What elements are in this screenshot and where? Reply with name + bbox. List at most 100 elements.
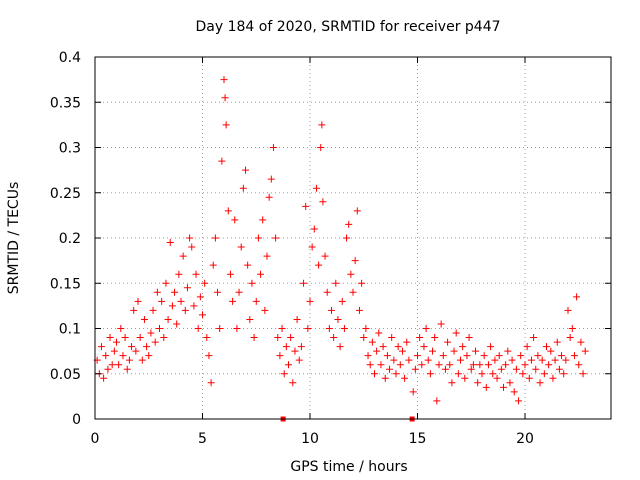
data-point — [373, 347, 381, 355]
data-point — [226, 270, 234, 278]
data-point — [138, 356, 146, 364]
data-point — [259, 216, 267, 224]
data-point — [504, 347, 512, 355]
x-axis-label: GPS time / hours — [290, 459, 407, 475]
data-point — [110, 347, 118, 355]
data-point — [398, 347, 406, 355]
data-point — [388, 334, 396, 342]
data-point — [515, 397, 523, 405]
y-tick-label: 0.35 — [50, 95, 81, 111]
data-point — [104, 365, 112, 373]
data-point — [435, 361, 443, 369]
data-point — [362, 325, 370, 332]
data-point — [416, 334, 424, 342]
data-point — [377, 361, 385, 369]
axis-ticks: 0 0.05 0.1 0.15 0.2 0.25 0.3 0.35 0.4 0 5 10 15 20 — [50, 50, 611, 447]
data-point — [265, 193, 273, 201]
x-tick-label: 20 — [516, 431, 534, 447]
data-point — [218, 157, 226, 165]
data-point — [375, 329, 383, 337]
data-point — [97, 343, 105, 351]
data-point — [328, 306, 335, 314]
data-point — [123, 365, 131, 373]
data-point — [411, 365, 419, 373]
data-point — [545, 361, 553, 369]
data-point — [381, 374, 389, 382]
data-point — [562, 356, 570, 364]
grid-lines — [95, 57, 611, 419]
data-point — [558, 352, 566, 360]
data-point — [338, 297, 346, 305]
data-point — [188, 243, 196, 251]
y-tick-label: 0.05 — [50, 367, 81, 383]
data-point — [517, 352, 525, 360]
data-point — [300, 279, 308, 287]
data-point — [254, 234, 262, 242]
data-point — [140, 315, 148, 323]
data-point — [360, 334, 368, 342]
data-point — [448, 379, 456, 387]
data-point — [315, 261, 323, 269]
y-tick-label: 0.25 — [50, 186, 81, 202]
data-point — [325, 325, 333, 332]
data-point — [125, 356, 133, 364]
data-point — [280, 370, 288, 378]
data-point — [493, 374, 501, 382]
data-point — [459, 343, 467, 351]
data-point — [143, 343, 151, 351]
data-point — [312, 184, 320, 192]
data-point — [239, 184, 247, 192]
data-point — [100, 374, 108, 382]
x-tick-label: 10 — [301, 431, 319, 447]
data-point — [164, 315, 172, 323]
data-point — [221, 94, 229, 102]
data-point — [285, 361, 292, 369]
data-point — [252, 297, 260, 305]
data-point — [224, 207, 232, 215]
data-point — [461, 374, 469, 382]
data-point — [454, 370, 462, 378]
data-point — [551, 356, 559, 364]
data-point — [153, 288, 161, 296]
data-point — [250, 334, 258, 342]
data-point — [211, 234, 219, 242]
data-point — [575, 361, 583, 369]
data-point — [478, 370, 486, 378]
data-point — [130, 306, 138, 314]
data-point — [323, 288, 331, 296]
data-point — [383, 352, 391, 360]
data-point — [136, 334, 144, 342]
data-point — [491, 356, 499, 364]
data-point — [306, 297, 314, 305]
data-point — [257, 270, 265, 278]
x-tick-label: 15 — [409, 431, 427, 447]
data-point — [121, 334, 129, 342]
data-point — [465, 334, 473, 342]
data-point — [160, 334, 168, 342]
data-point — [147, 329, 155, 337]
y-axis-label: SRMTID / TECUs — [6, 182, 22, 295]
data-point — [420, 343, 428, 351]
data-point — [553, 338, 561, 346]
data-point — [205, 352, 213, 360]
data-point — [512, 365, 520, 373]
data-point — [343, 234, 351, 242]
data-point — [145, 352, 153, 360]
data-point — [441, 365, 449, 373]
data-point — [429, 347, 437, 355]
data-point — [321, 252, 329, 260]
data-point — [209, 261, 217, 269]
data-point — [244, 261, 252, 269]
data-point — [424, 356, 432, 364]
data-point — [231, 216, 239, 224]
data-point — [289, 379, 297, 387]
data-point — [351, 257, 359, 265]
data-point — [476, 361, 484, 369]
data-point — [237, 243, 245, 251]
data-point — [353, 207, 361, 215]
y-tick-label: 0.2 — [59, 231, 81, 247]
data-point — [297, 343, 305, 351]
data-point — [229, 297, 237, 305]
data-point — [379, 343, 387, 351]
